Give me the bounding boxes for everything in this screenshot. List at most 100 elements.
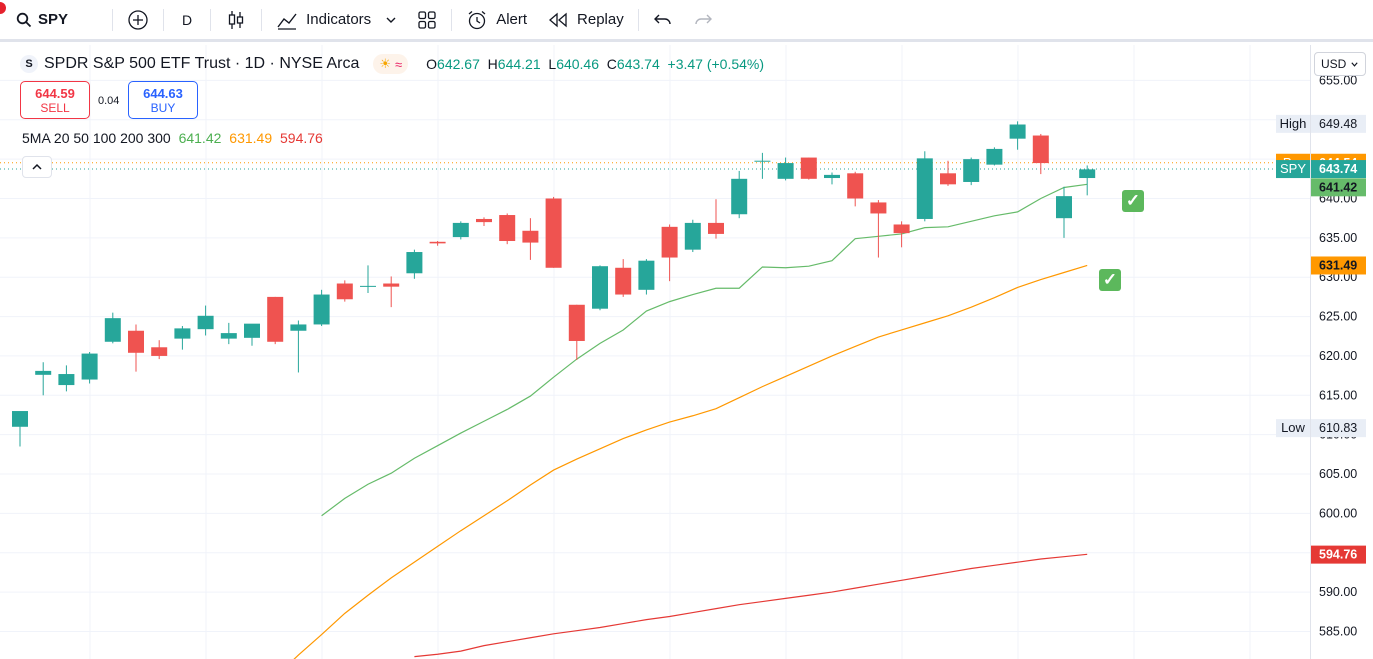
ma50-line — [293, 264, 1088, 659]
candle — [35, 362, 52, 396]
open-key: O — [426, 56, 438, 72]
candle — [893, 221, 910, 248]
redo-button[interactable] — [683, 0, 723, 41]
candle — [290, 320, 307, 373]
replay-label: Replay — [577, 11, 624, 28]
buy-button[interactable]: 644.63 BUY — [128, 81, 198, 119]
ma100-line — [414, 553, 1088, 658]
candle-body — [383, 283, 400, 287]
chevron-down-icon — [386, 17, 396, 23]
candle — [220, 322, 237, 345]
candle — [684, 219, 701, 253]
price-badge-bg — [1311, 178, 1366, 197]
candle — [336, 280, 353, 302]
candle-body — [963, 159, 980, 182]
interval-button[interactable]: D — [168, 0, 206, 41]
price-tick-label: 615.00 — [1319, 388, 1357, 402]
price-badge-bg — [1311, 256, 1366, 275]
divider — [210, 8, 212, 31]
layouts-button[interactable] — [407, 0, 447, 41]
replay-button[interactable]: Replay — [537, 0, 634, 41]
chart-type-button[interactable] — [215, 0, 257, 41]
symbol-logo: S — [20, 55, 38, 73]
candle-body — [58, 374, 75, 386]
ma20-value: 641.42 — [178, 130, 222, 146]
symbol-search[interactable]: SPY — [0, 0, 78, 41]
candle — [754, 152, 771, 179]
collapse-legend-button[interactable] — [22, 156, 52, 178]
price-scale[interactable]: 585.00590.00595.00600.00605.00610.00615.… — [1310, 45, 1373, 659]
price-tick-label: 590.00 — [1319, 585, 1357, 599]
candle-body — [731, 178, 748, 215]
candle — [151, 340, 168, 360]
currency-select[interactable]: USD — [1314, 52, 1366, 76]
candle-body — [1079, 169, 1096, 179]
interval-label: D — [182, 11, 193, 28]
low-key: L — [548, 56, 557, 72]
candle — [244, 323, 260, 346]
price-chart[interactable]: HighPreSPYLow — [0, 45, 1310, 659]
candle — [800, 157, 817, 180]
candle-body — [476, 218, 492, 223]
undo-icon — [653, 14, 671, 24]
candle-body — [615, 267, 632, 295]
alert-button[interactable]: Alert — [456, 0, 537, 41]
chevron-down-icon — [1351, 61, 1358, 67]
price-badge-label: High — [1280, 116, 1307, 131]
candle — [522, 218, 539, 260]
candle — [406, 249, 423, 279]
sun-icon: ☀ — [379, 56, 392, 71]
price-badge-value: 649.48 — [1319, 117, 1357, 131]
divider — [163, 8, 165, 31]
candle-body — [104, 318, 121, 342]
candle — [174, 326, 191, 350]
plus-circle-icon — [128, 9, 148, 30]
candle-body — [1009, 124, 1026, 139]
candle-body — [244, 323, 260, 338]
check-mark-icon: ✓ — [1099, 269, 1121, 291]
wave-icon: ≈ — [395, 56, 403, 72]
ma100-value: 594.76 — [280, 130, 323, 146]
undo-button[interactable] — [643, 0, 683, 41]
sell-label: SELL — [40, 100, 70, 115]
symbol-title[interactable]: SPDR S&P 500 ETF Trust · 1D · NYSE Arca — [44, 55, 360, 72]
sell-button[interactable]: 644.59 SELL — [20, 81, 90, 119]
indicators-button[interactable]: Indicators — [266, 0, 407, 41]
candle-body — [986, 148, 1003, 165]
open-value: 642.67 — [437, 56, 480, 72]
candle-body — [777, 163, 794, 179]
candle-body — [568, 304, 585, 341]
candle-body — [1056, 196, 1072, 219]
candle — [963, 157, 980, 186]
high-key: H — [487, 56, 498, 72]
candle — [847, 171, 864, 207]
candle-body — [754, 160, 771, 162]
check-mark-icon: ✓ — [1122, 190, 1144, 212]
indicators-icon — [277, 13, 297, 30]
price-badge-label-bg — [1276, 160, 1310, 179]
price-tick-label: 625.00 — [1319, 310, 1357, 324]
market-status-badge[interactable]: ☀ ≈ — [373, 54, 409, 74]
candle-body — [220, 333, 237, 339]
ma-legend[interactable]: 5MA 20 50 100 200 300 641.42 631.49 594.… — [22, 130, 323, 146]
candle — [870, 200, 887, 258]
price-badge-label: Low — [1281, 420, 1305, 435]
candle — [708, 199, 724, 239]
divider — [261, 8, 263, 31]
candle-body — [592, 266, 608, 309]
ma50-value: 631.49 — [229, 130, 273, 146]
candle — [429, 241, 446, 246]
price-badge-value: 610.83 — [1319, 421, 1357, 435]
compare-button[interactable] — [117, 0, 159, 41]
candle-body — [684, 222, 701, 250]
price-badge-bg — [1311, 419, 1366, 438]
candle — [12, 411, 28, 447]
candle-body — [545, 198, 562, 268]
candle — [638, 259, 655, 295]
symbol-label: SPY — [38, 11, 69, 28]
candle-body — [916, 158, 933, 219]
candle — [267, 296, 284, 345]
symbol-legend: S SPDR S&P 500 ETF Trust · 1D · NYSE Arc… — [20, 54, 764, 74]
candle — [545, 196, 562, 268]
price-tick-label: 600.00 — [1319, 506, 1357, 520]
